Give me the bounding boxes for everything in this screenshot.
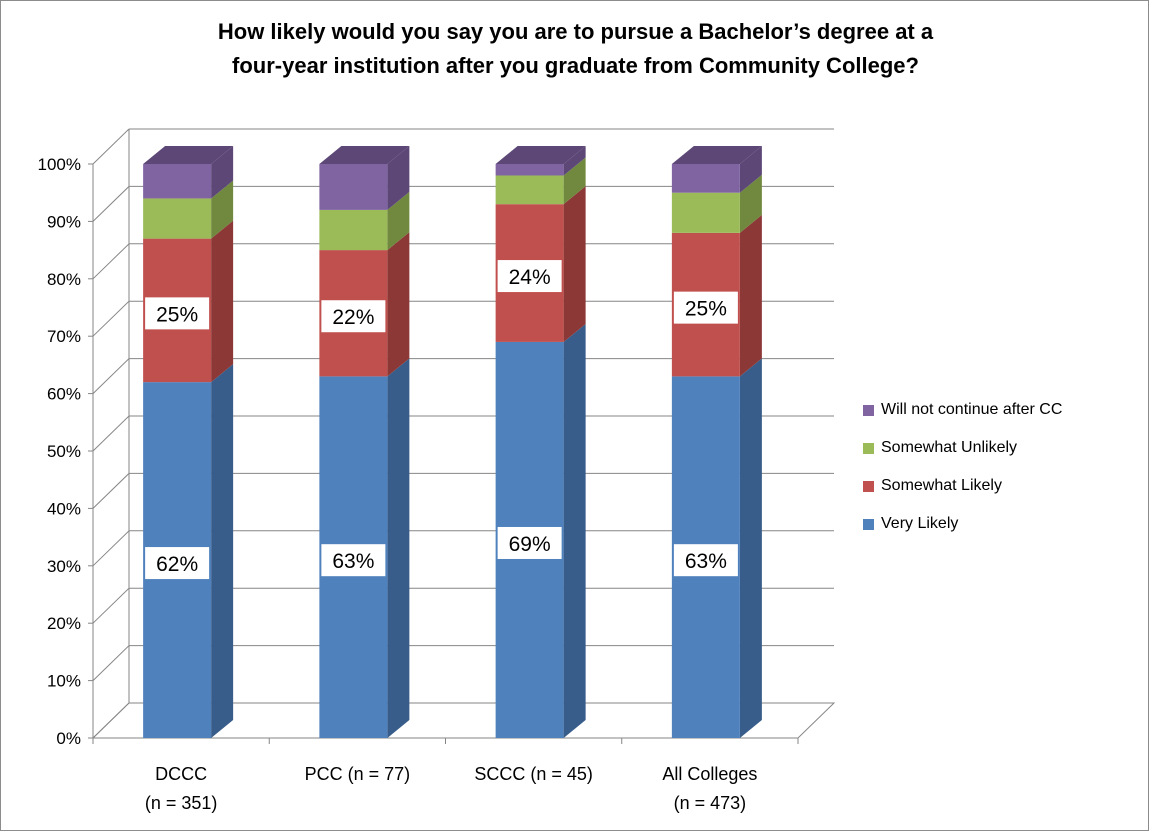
bar-seg-very-likely-side (387, 358, 410, 738)
gridline-side (92, 128, 130, 165)
gridline-side (92, 300, 130, 337)
legend-swatch-blue (863, 518, 874, 530)
data-label: 63% (685, 550, 727, 573)
legend-label: Will not continue after CC (881, 401, 1063, 418)
bar-seg-will-not-continue-after-cc-side (387, 146, 410, 210)
y-tick-label: 90% (47, 212, 81, 231)
data-label-box (145, 297, 210, 330)
chart-title-line-1: How likely would you say you are to purs… (217, 19, 934, 44)
x-tick-label: SCCC (n = 45) (474, 764, 593, 784)
y-tick-label: 80% (47, 270, 81, 289)
y-tick-label: 50% (47, 442, 81, 461)
legend-label: Somewhat Likely (881, 477, 1002, 494)
bar-seg-somewhat-likely-side (739, 214, 762, 377)
data-label: 63% (332, 550, 374, 573)
y-tick-label: 100% (38, 155, 81, 174)
data-label-box (497, 526, 562, 559)
bar-seg-will-not-continue-after-cc-side (211, 146, 234, 199)
data-label-box (145, 547, 210, 580)
bar-seg-will-not-continue-after-cc (495, 164, 564, 176)
bar-seg-will-not-continue-after-cc-top (319, 146, 410, 164)
bar-seg-somewhat-unlikely-side (387, 191, 410, 251)
y-tick-label: 30% (47, 557, 81, 576)
x-tick-label: PCC (n = 77) (305, 764, 411, 784)
bar-seg-somewhat-unlikely (143, 198, 212, 239)
chart-title: How likely would you say you are to purs… (1, 15, 1149, 83)
data-label-box (497, 260, 562, 293)
data-label: 24% (509, 266, 551, 289)
y-tick-label: 60% (47, 385, 81, 404)
legend-item-somewhat-unlikely: Somewhat Unlikely (863, 429, 1062, 467)
bar-seg-very-likely-side (739, 358, 762, 738)
bar-seg-somewhat-unlikely (319, 209, 388, 251)
bar-seg-very-likely-side (211, 364, 234, 738)
bar-seg-will-not-continue-after-cc-side (563, 146, 586, 176)
gridline-side (92, 358, 130, 394)
bar-seg-very-likely-side (563, 323, 586, 738)
data-label: 22% (332, 306, 374, 329)
legend: Will not continue after CC Somewhat Unli… (863, 391, 1062, 543)
data-label-box (673, 291, 738, 324)
bar-seg-somewhat-unlikely (671, 192, 740, 233)
gridline-side (92, 530, 130, 567)
chart-title-line-2: four-year institution after you graduate… (232, 53, 919, 78)
y-tick-label: 10% (47, 672, 81, 691)
data-label-box (673, 544, 738, 577)
x-tick-label: (n = 473) (674, 793, 747, 813)
bar-seg-will-not-continue-after-cc (319, 164, 388, 210)
legend-item-will-not-continue: Will not continue after CC (863, 391, 1062, 429)
data-label: 62% (156, 553, 198, 576)
legend-swatch-red (863, 480, 874, 492)
bar-seg-somewhat-likely-side (563, 186, 586, 342)
y-tick-label: 40% (47, 499, 81, 518)
bar-seg-somewhat-unlikely-side (739, 174, 762, 233)
data-label: 69% (509, 533, 551, 556)
bar-seg-will-not-continue-after-cc-top (671, 146, 762, 164)
legend-label: Somewhat Unlikely (881, 439, 1018, 456)
bar-seg-somewhat-unlikely-side (211, 180, 234, 239)
y-tick-label: 0% (56, 729, 81, 748)
legend-label: Very Likely (881, 515, 959, 532)
bar-seg-somewhat-likely-side (387, 232, 410, 377)
data-label: 25% (685, 298, 727, 321)
legend-swatch-green (863, 442, 874, 454)
bar-seg-will-not-continue-after-cc-top (495, 146, 586, 164)
gridline-side (92, 186, 130, 222)
data-label: 25% (156, 303, 198, 326)
x-tick-label: DCCC (155, 764, 207, 784)
legend-item-somewhat-likely: Somewhat Likely (863, 467, 1062, 505)
data-label-box (321, 300, 386, 333)
y-tick-label: 70% (47, 327, 81, 346)
gridline-side (92, 473, 130, 509)
legend-item-very-likely: Very Likely (863, 505, 1062, 543)
bar-seg-will-not-continue-after-cc (671, 164, 740, 193)
bar-seg-will-not-continue-after-cc (143, 164, 212, 199)
x-tick-label: All Colleges (662, 764, 757, 784)
legend-swatch-purple (863, 404, 874, 416)
bar-seg-will-not-continue-after-cc-top (143, 146, 234, 164)
bar-seg-somewhat-unlikely-side (563, 157, 586, 205)
y-tick-label: 20% (47, 614, 81, 633)
bar-seg-will-not-continue-after-cc-side (739, 146, 762, 193)
gridline-side (92, 415, 130, 452)
gridline-side (92, 645, 130, 681)
data-label-box (321, 544, 386, 577)
x-tick-label: (n = 351) (145, 793, 218, 813)
gridline-side (92, 587, 130, 624)
gridline-side (92, 243, 130, 280)
bar-seg-somewhat-likely-side (211, 220, 234, 383)
bar-seg-somewhat-unlikely (495, 175, 564, 205)
